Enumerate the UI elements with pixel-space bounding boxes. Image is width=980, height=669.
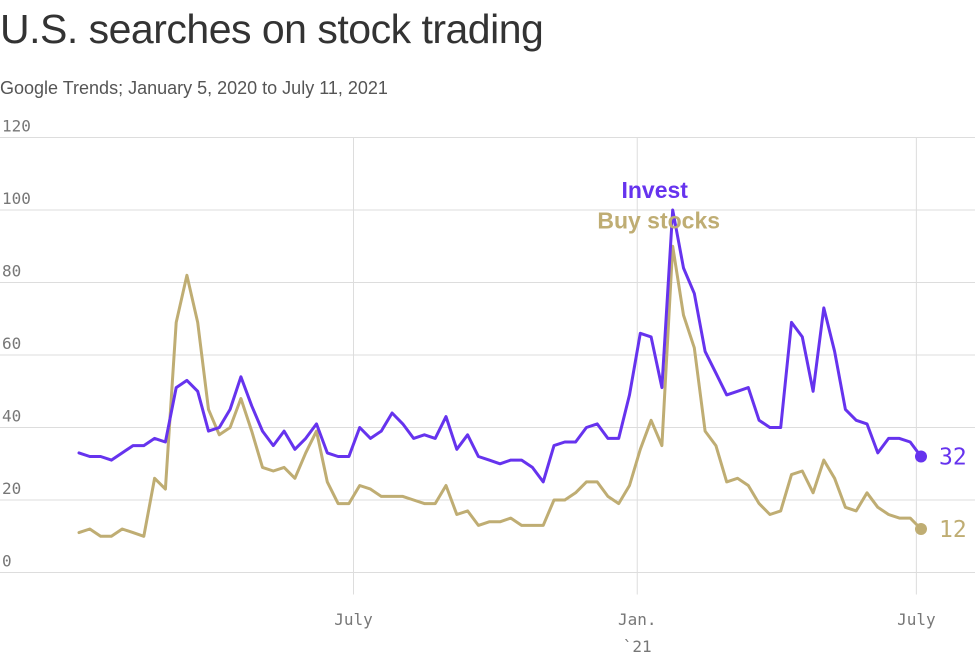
series-end-marker (915, 523, 927, 535)
y-tick-label: 20 (2, 479, 21, 498)
series-line-buy-stocks (77, 244, 923, 538)
y-tick-label: 60 (2, 334, 21, 353)
series-label-invest: Invest (621, 177, 688, 203)
x-tick-label: Jan. (618, 610, 657, 629)
x-tick-sublabel: `21 (623, 637, 652, 656)
chart-title: U.S. searches on stock trading (0, 6, 544, 52)
series-end-marker (915, 450, 927, 463)
series-line-invest (77, 208, 923, 484)
series-label-buy-stocks: Buy stocks (597, 207, 720, 233)
x-tick-label: July (897, 610, 936, 629)
y-tick-label: 80 (2, 262, 21, 281)
y-tick-label: 0 (2, 552, 12, 571)
series-end-value: 32 (939, 445, 967, 471)
series-end-value: 12 (939, 517, 967, 543)
chart-subtitle: Google Trends; January 5, 2020 to July 1… (0, 78, 388, 98)
y-tick-label: 120 (2, 117, 31, 136)
y-tick-label: 40 (2, 407, 21, 426)
x-tick-label: July (334, 610, 373, 629)
y-tick-label: 100 (2, 189, 31, 208)
